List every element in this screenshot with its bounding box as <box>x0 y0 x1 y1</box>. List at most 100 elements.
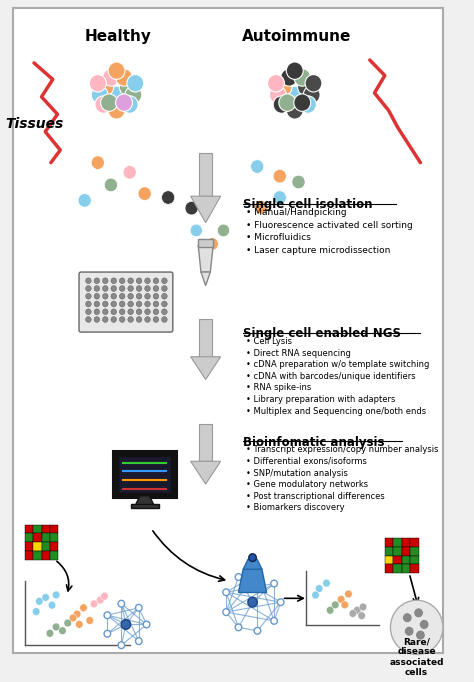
Circle shape <box>136 638 142 644</box>
Text: • cDNA preparation w/o template switching: • cDNA preparation w/o template switchin… <box>246 360 429 369</box>
Circle shape <box>416 630 425 640</box>
Bar <box>25 551 33 560</box>
Circle shape <box>121 96 138 113</box>
Circle shape <box>327 606 334 614</box>
Circle shape <box>128 293 134 299</box>
Text: • Post transcriptional differences: • Post transcriptional differences <box>246 492 385 501</box>
Circle shape <box>128 309 134 314</box>
Circle shape <box>294 94 310 111</box>
Circle shape <box>86 316 91 323</box>
Text: • Multiplex and Sequencing one/both ends: • Multiplex and Sequencing one/both ends <box>246 406 426 415</box>
Circle shape <box>136 286 142 291</box>
Circle shape <box>277 599 284 606</box>
Circle shape <box>91 86 108 104</box>
Circle shape <box>94 316 100 323</box>
Bar <box>50 524 58 533</box>
Circle shape <box>136 309 142 314</box>
Circle shape <box>275 78 292 96</box>
Circle shape <box>249 554 256 561</box>
Circle shape <box>254 570 261 577</box>
Circle shape <box>145 316 150 323</box>
Circle shape <box>119 309 125 314</box>
Circle shape <box>119 78 136 96</box>
Circle shape <box>300 96 316 113</box>
Circle shape <box>153 278 159 284</box>
Circle shape <box>64 619 72 627</box>
Bar <box>42 533 50 542</box>
Text: • Microfluidics: • Microfluidics <box>246 233 311 242</box>
Bar <box>50 542 58 551</box>
Circle shape <box>125 86 142 104</box>
Circle shape <box>86 278 91 284</box>
Bar <box>199 153 212 196</box>
Circle shape <box>153 309 159 314</box>
FancyBboxPatch shape <box>79 272 173 332</box>
Circle shape <box>94 286 100 291</box>
FancyBboxPatch shape <box>113 451 177 498</box>
Bar <box>401 538 410 547</box>
Circle shape <box>102 301 108 307</box>
Text: Single cell enabled NGS: Single cell enabled NGS <box>243 327 401 340</box>
Circle shape <box>223 589 229 595</box>
Circle shape <box>345 590 352 598</box>
Bar <box>50 551 58 560</box>
Circle shape <box>153 316 159 323</box>
Circle shape <box>337 595 345 604</box>
Bar <box>410 565 419 573</box>
Circle shape <box>104 630 110 637</box>
Circle shape <box>119 316 125 323</box>
Circle shape <box>271 617 277 624</box>
Bar <box>33 542 42 551</box>
Circle shape <box>127 74 144 92</box>
Circle shape <box>251 160 264 173</box>
Circle shape <box>128 278 134 284</box>
Circle shape <box>162 301 167 307</box>
Circle shape <box>254 627 261 634</box>
Circle shape <box>206 238 219 250</box>
Circle shape <box>97 596 104 604</box>
Circle shape <box>128 286 134 291</box>
Circle shape <box>102 316 108 323</box>
Circle shape <box>94 293 100 299</box>
Text: • SNP/mutation analysis: • SNP/mutation analysis <box>246 469 348 477</box>
Text: • Fluorescence activated cell sorting: • Fluorescence activated cell sorting <box>246 221 413 230</box>
Circle shape <box>153 293 159 299</box>
Text: Autoimmune: Autoimmune <box>242 29 351 44</box>
Text: Rare/
disease
associated
cells: Rare/ disease associated cells <box>390 637 444 677</box>
Circle shape <box>102 309 108 314</box>
Circle shape <box>359 603 367 611</box>
Bar <box>198 239 213 247</box>
Polygon shape <box>238 569 266 593</box>
Circle shape <box>145 293 150 299</box>
Circle shape <box>281 69 298 86</box>
Circle shape <box>292 175 305 189</box>
Circle shape <box>341 601 348 609</box>
Circle shape <box>143 621 150 628</box>
Polygon shape <box>135 496 154 505</box>
Bar <box>401 556 410 565</box>
Bar <box>25 542 33 551</box>
Circle shape <box>119 301 125 307</box>
Circle shape <box>305 74 322 92</box>
Bar <box>199 424 212 461</box>
Circle shape <box>294 69 310 86</box>
Circle shape <box>100 593 108 600</box>
Bar <box>33 524 42 533</box>
Circle shape <box>95 96 112 113</box>
Bar <box>401 565 410 573</box>
Bar <box>33 551 42 560</box>
Circle shape <box>123 166 136 179</box>
Circle shape <box>90 600 98 608</box>
Circle shape <box>108 86 125 104</box>
Circle shape <box>86 309 91 314</box>
Circle shape <box>419 620 429 629</box>
Circle shape <box>94 278 100 284</box>
Circle shape <box>111 286 117 291</box>
Circle shape <box>162 316 167 323</box>
Circle shape <box>267 74 284 92</box>
Text: • RNA spike-ins: • RNA spike-ins <box>246 383 311 392</box>
Circle shape <box>104 612 110 619</box>
Text: • cDNA with barcodes/unique identifiers: • cDNA with barcodes/unique identifiers <box>246 372 416 381</box>
Circle shape <box>119 293 125 299</box>
Bar <box>385 538 393 547</box>
